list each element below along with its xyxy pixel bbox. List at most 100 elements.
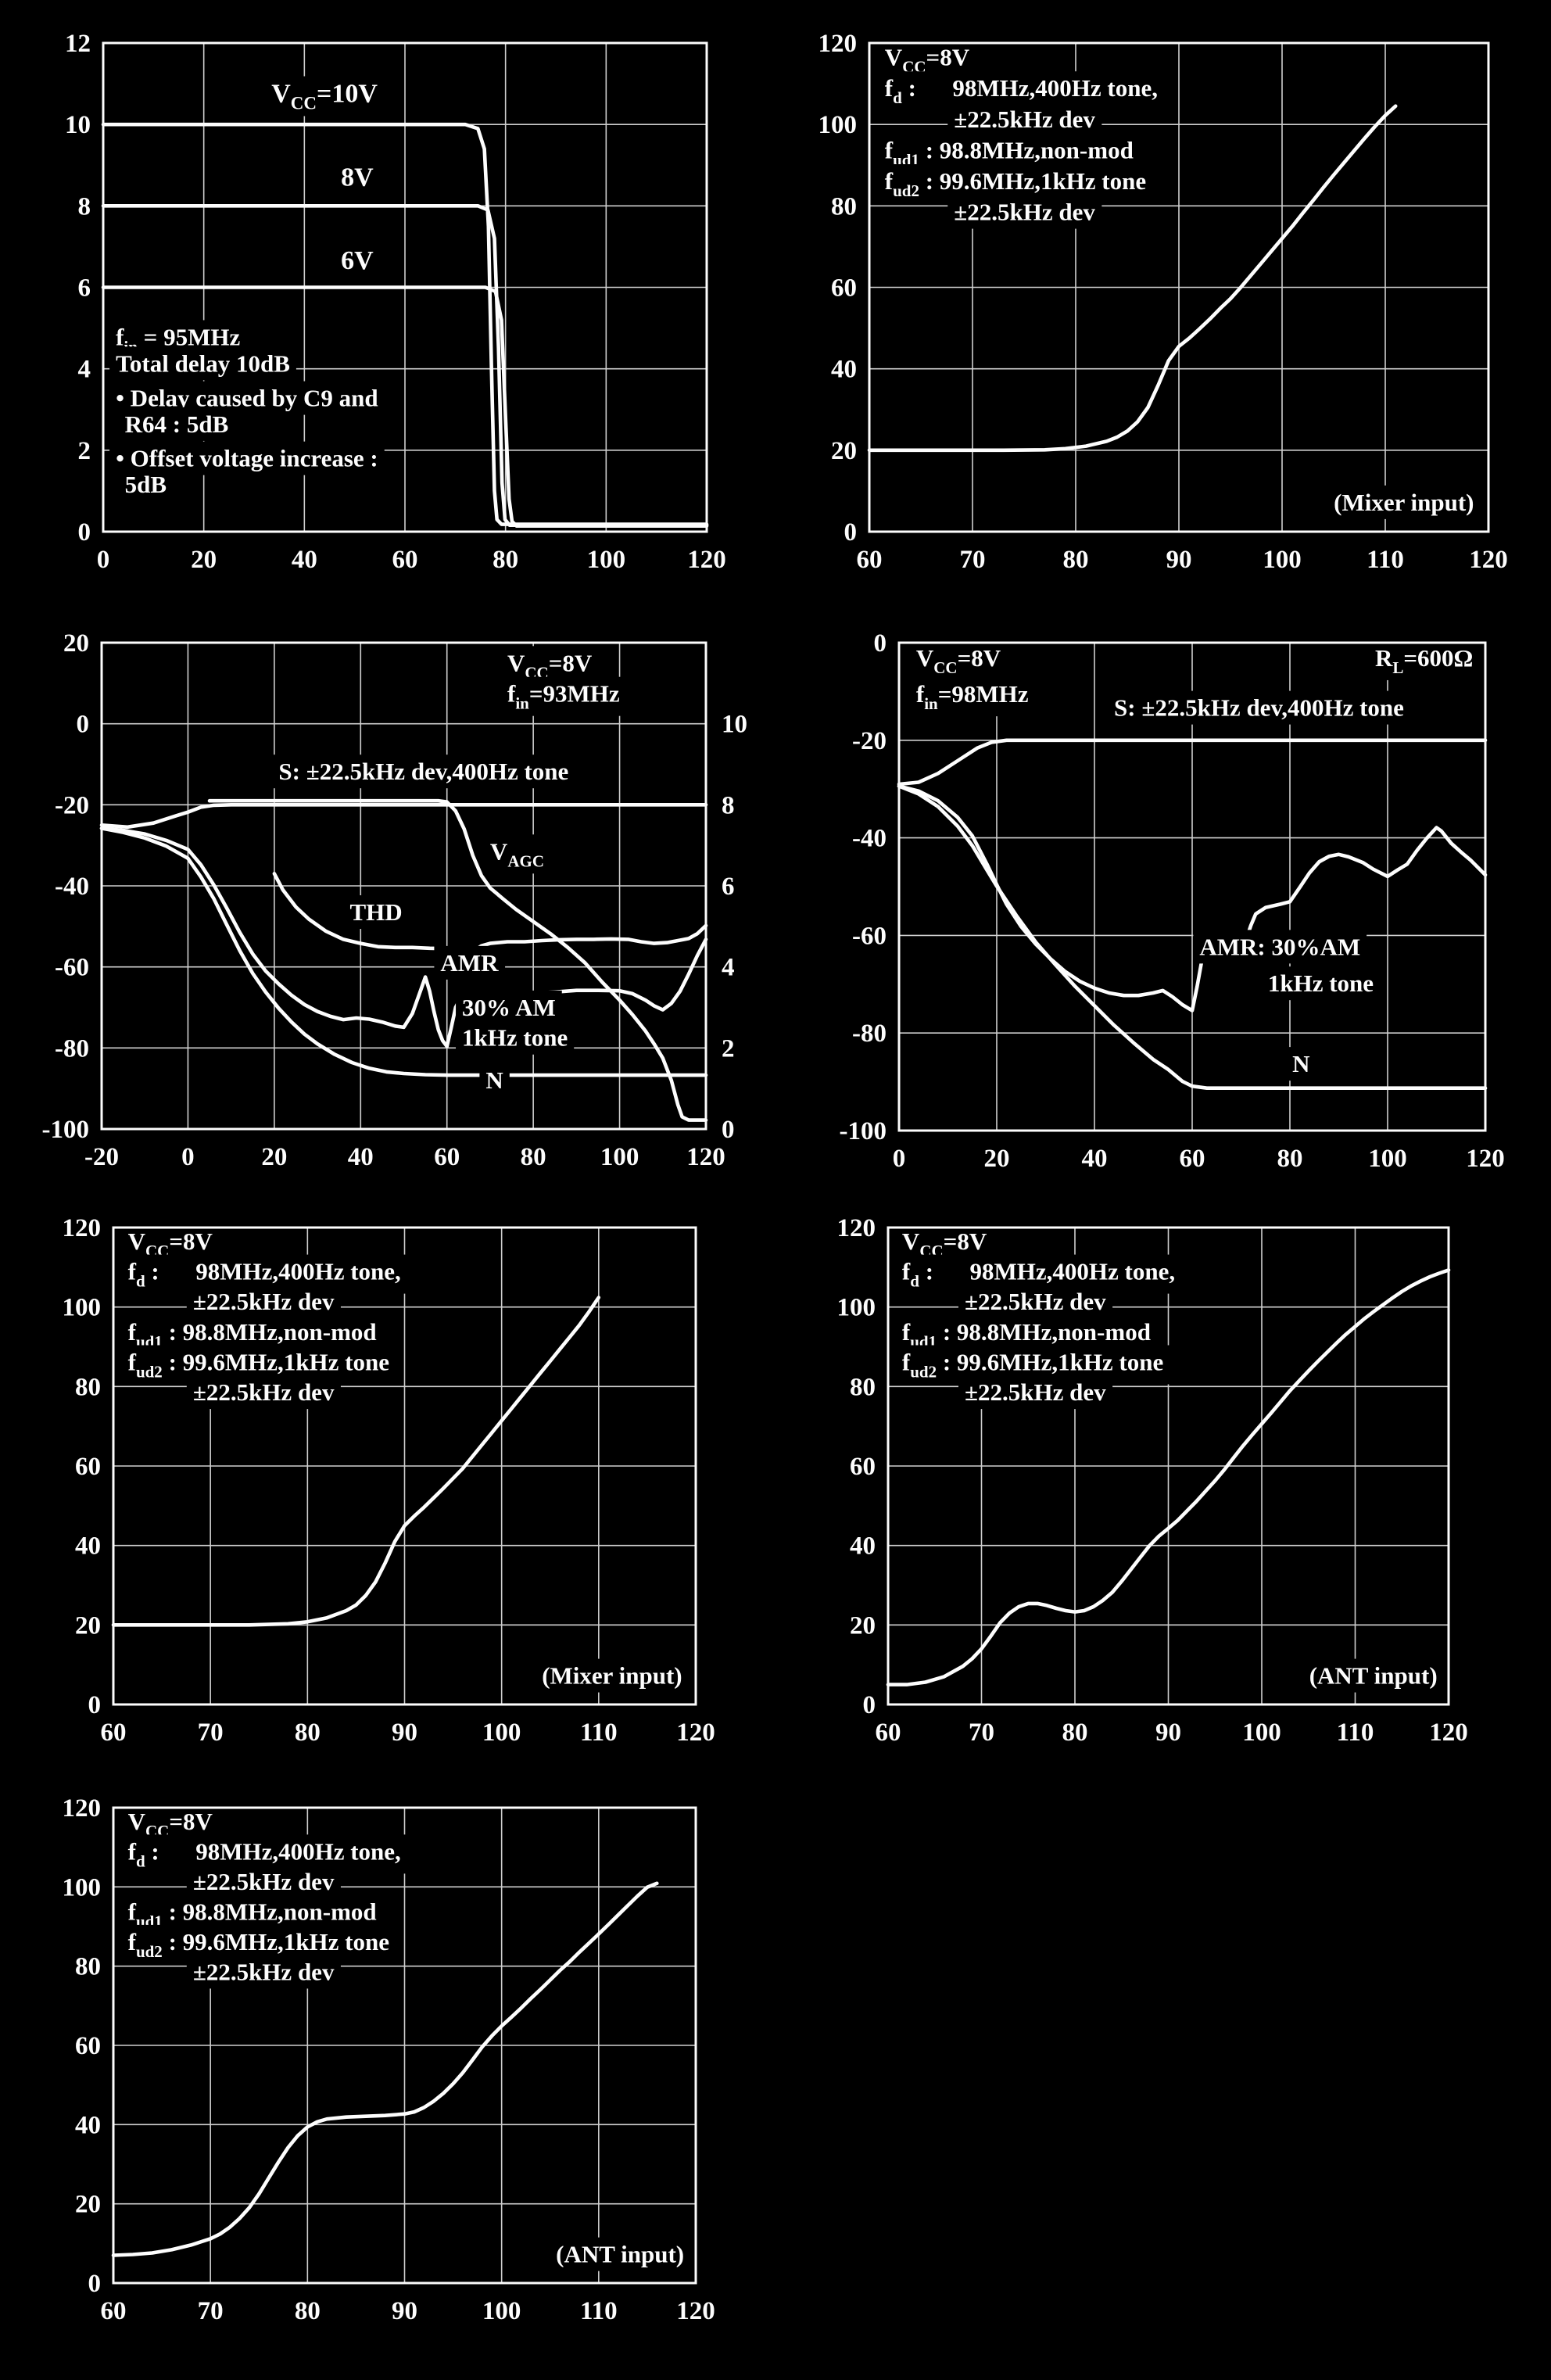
curve-vagc-curve	[207, 798, 708, 1122]
y-tick-label: -80	[852, 1020, 887, 1048]
annotation-footer-input: (ANT input)	[556, 2241, 684, 2268]
annotation-cond-bullet1a: • Delay caused by C9 and	[116, 385, 378, 412]
tick-labels: 60 70 80 90 100 110 120 0 20 40 60 80 100 120	[837, 1214, 1468, 1747]
x-tick-label: 80	[1277, 1145, 1303, 1173]
y-tick-label: 120	[837, 1214, 876, 1242]
x-tick-label: 70	[198, 2297, 224, 2325]
annotation-label-vcc10: VCC=10V	[271, 80, 378, 113]
x-tick-label: 120	[676, 2297, 715, 2325]
y-tick-label: -20	[55, 791, 89, 819]
curve-signal-curve	[111, 1296, 601, 1627]
x-tick-label: 90	[1166, 546, 1192, 574]
annotation-mask	[479, 1063, 510, 1098]
x-tick-label: 120	[1469, 546, 1508, 574]
x-tick-label: 60	[434, 1143, 460, 1171]
annotation-mask	[909, 677, 1035, 717]
x-tick-label: 100	[1368, 1145, 1407, 1173]
x-tick-label: 20	[261, 1143, 287, 1171]
annotation-mask	[335, 160, 381, 195]
x-tick-label: 70	[198, 1719, 224, 1747]
x-tick-label: 70	[969, 1719, 994, 1747]
x-tick-label: 110	[580, 2297, 618, 2325]
annotation-mask	[536, 1658, 689, 1693]
annotation-mask	[118, 407, 235, 441]
annotation-mask	[483, 834, 550, 874]
annotation-label-8v: 8V	[341, 163, 374, 192]
annotation-cond-delay: Total delay 10dB	[116, 349, 290, 377]
annotation-cond-fud1: fud1 : 98.8MHz,non-mod	[885, 136, 1134, 169]
annotation-mask	[335, 243, 381, 279]
annotation-mask	[958, 1375, 1113, 1410]
annotation-cond-fd: fd : 98MHz,400Hz tone,	[128, 1258, 401, 1291]
y2-tick-label: 8	[722, 791, 735, 819]
x-tick-label: 60	[876, 1719, 901, 1747]
annotation-cond-fd: fd : 98MHz,400Hz tone,	[885, 74, 1158, 107]
x-tick-label: 0	[181, 1143, 195, 1171]
y-tick-label: 120	[818, 30, 858, 58]
annotation-cond-dev1: ±22.5kHz dev	[965, 1288, 1106, 1315]
x-tick-label: 120	[676, 1719, 715, 1747]
annotation-label-n: N	[1292, 1050, 1309, 1077]
x-tick-label: 80	[521, 1143, 546, 1171]
y-tick-label: -20	[852, 727, 887, 755]
plot-border	[112, 1226, 697, 1706]
x-tick-label: 80	[1063, 546, 1089, 574]
tick-labels: -20 0 20 40 60 80 100 120200-20-40-60-80-100108…	[42, 629, 748, 1171]
y-tick-label: 40	[75, 1532, 101, 1561]
annotation-cond-dev1: ±22.5kHz dev	[193, 1288, 335, 1315]
annotation-mask	[186, 1285, 341, 1319]
annotation-cond-dev2: ±22.5kHz dev	[965, 1378, 1106, 1406]
x-tick-label: 0	[893, 1145, 906, 1173]
annotation-mask	[1368, 640, 1480, 680]
annotation-cond-fud1: fud1 : 98.8MHz,non-mod	[128, 1318, 377, 1351]
y-tick-label: 60	[75, 2032, 101, 2060]
y-tick-label: 100	[63, 1294, 102, 1322]
x-tick-label: 110	[1367, 546, 1404, 574]
annotation-mask	[186, 1955, 341, 1989]
y-tick-label: 0	[88, 2270, 102, 2298]
x-tick-label: 100	[587, 546, 626, 574]
annotation-mask	[947, 195, 1102, 229]
plot-border	[100, 641, 707, 1131]
x-tick-label: 100	[1263, 546, 1302, 574]
annotation-mask	[947, 102, 1102, 136]
annotation-mask	[550, 2237, 691, 2271]
annotation-mask	[434, 945, 506, 980]
x-tick-label: 90	[392, 2297, 417, 2325]
annotation-cond-fud1: fud1 : 98.8MHz,non-mod	[902, 1318, 1151, 1351]
y-tick-label: 100	[63, 1873, 102, 1901]
y-tick-label: 100	[837, 1294, 876, 1322]
annotation-label-amr2: 1kHz tone	[1268, 970, 1374, 997]
annotation-mask	[1327, 485, 1481, 519]
annotation-cond-dev2: ±22.5kHz dev	[193, 1378, 335, 1406]
y-tick-label: 12	[65, 30, 91, 58]
y-tick-label: 80	[831, 192, 857, 220]
x-tick-label: 120	[686, 1143, 725, 1171]
y-tick-label: 0	[863, 1691, 876, 1719]
y-tick-label: 20	[75, 1611, 101, 1640]
y-tick-label: 6	[78, 274, 91, 303]
y-tick-label: 0	[88, 1691, 102, 1719]
plot-border	[112, 1806, 697, 2285]
x-tick-label: 60	[857, 546, 883, 574]
curve-signal-curve	[867, 104, 1398, 453]
tick-labels: 0 20 40 60 80 100 120 0 2 4 6 8 10 12	[65, 30, 726, 574]
curve-s-curve	[99, 803, 708, 830]
y2-tick-label: 6	[722, 873, 735, 901]
y-tick-label: -40	[852, 825, 887, 853]
annotation-mask	[272, 755, 575, 789]
annotation-cond-fud2: fud2 : 99.6MHz,1kHz tone	[128, 1928, 389, 1961]
y-tick-label: 60	[75, 1453, 101, 1481]
y-tick-label: -40	[55, 873, 89, 901]
y-tick-label: 40	[850, 1532, 876, 1561]
x-tick-label: 40	[292, 546, 317, 574]
annotation-label-6v: 6V	[341, 246, 374, 275]
y-tick-label: 20	[831, 437, 857, 465]
y-tick-label: 120	[63, 1794, 102, 1823]
annotation-cond-fin: fin=98MHz	[916, 680, 1029, 713]
